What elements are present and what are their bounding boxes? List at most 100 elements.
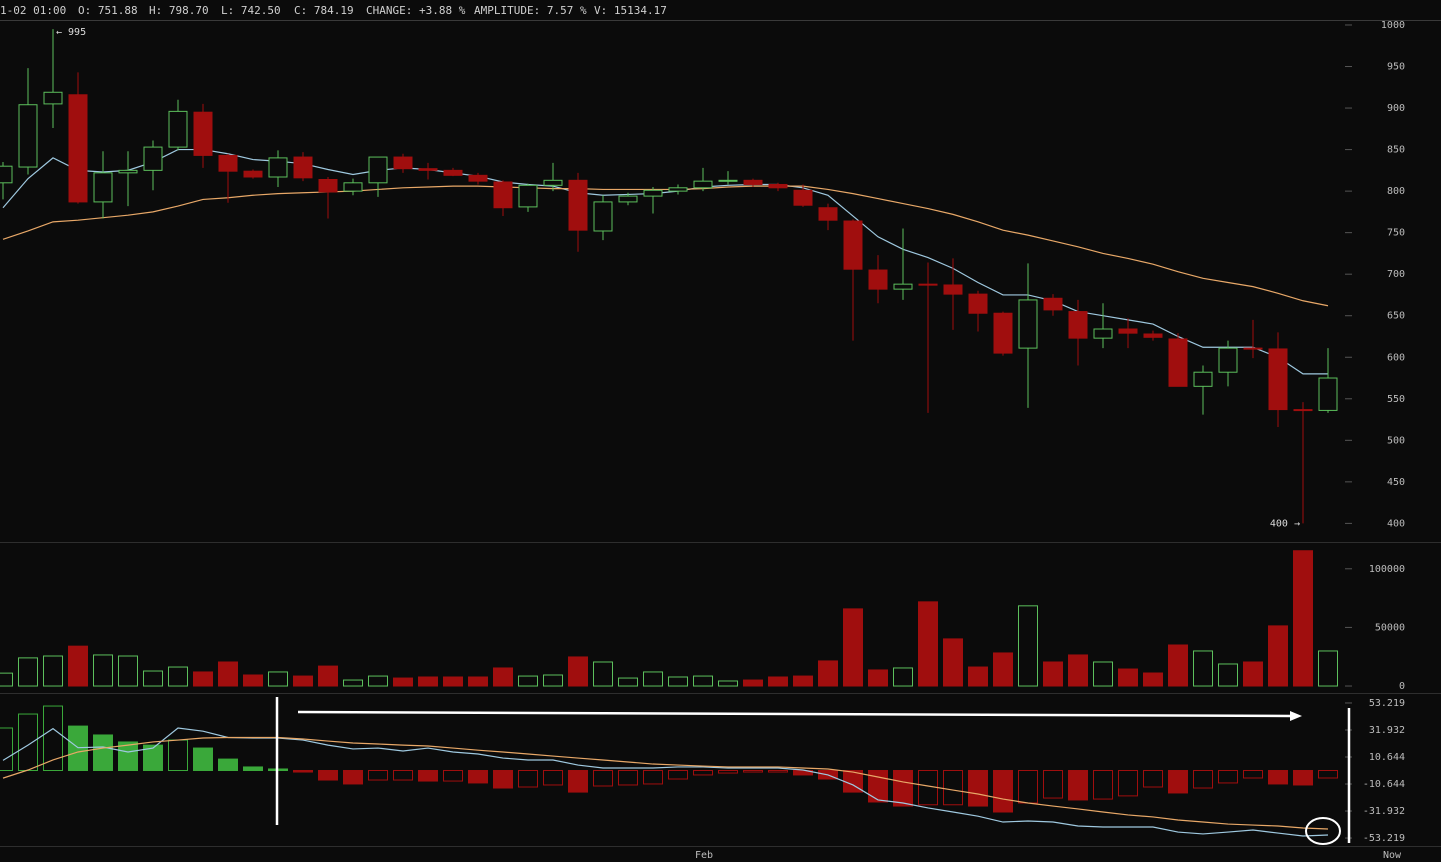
candle-body xyxy=(1193,371,1213,387)
volume-bar xyxy=(18,657,38,687)
macd-bar xyxy=(218,758,238,772)
macd-bar xyxy=(0,727,13,772)
macd-bar xyxy=(693,770,713,776)
volume-bar xyxy=(593,661,613,687)
volume-bar xyxy=(918,601,938,687)
volume-bar xyxy=(0,672,13,687)
candle-body xyxy=(318,178,338,193)
volume-bar xyxy=(368,675,388,687)
macd-bar xyxy=(243,766,263,772)
header-high: H: 798.70 xyxy=(149,4,209,17)
macd-bar xyxy=(1093,770,1113,800)
candle-body xyxy=(668,187,688,192)
candle-body xyxy=(43,91,63,105)
macd-bar xyxy=(743,770,763,773)
candle-body xyxy=(1218,347,1238,373)
macd-bar xyxy=(1018,770,1038,804)
macd-bar xyxy=(593,770,613,787)
candle-body xyxy=(1293,409,1313,412)
candle-body xyxy=(743,179,763,185)
macd-bar xyxy=(68,725,88,772)
candle-body xyxy=(443,169,463,176)
candle-body xyxy=(468,174,488,182)
y-tick-label: 550 xyxy=(1387,394,1405,405)
candle-body xyxy=(1118,328,1138,334)
y-tick-label: 53.219 xyxy=(1369,698,1405,709)
x-tick-label: Now xyxy=(1383,850,1402,861)
volume-bar xyxy=(743,679,763,687)
y-tick-label: 950 xyxy=(1387,62,1405,73)
candle-body xyxy=(793,189,813,206)
y-tick-label: 1000 xyxy=(1381,20,1405,31)
volume-bar xyxy=(1268,625,1288,687)
volume-bar xyxy=(393,677,413,687)
volume-bar xyxy=(843,608,863,687)
volume-bar xyxy=(68,645,88,687)
candle-body xyxy=(1243,347,1263,350)
macd-bar xyxy=(318,770,338,781)
candle-body xyxy=(693,180,713,189)
macd-bar xyxy=(1218,770,1238,784)
drawn-arrowhead xyxy=(1290,711,1302,721)
candle-body xyxy=(993,312,1013,354)
y-tick-label: 100000 xyxy=(1369,564,1405,575)
header-volume: V: 15134.17 xyxy=(594,4,667,17)
y-tick-label: 450 xyxy=(1387,477,1405,488)
macd-bar xyxy=(618,770,638,786)
macd-bar xyxy=(993,770,1013,813)
candle-body xyxy=(1068,311,1088,339)
macd-bar xyxy=(543,770,563,786)
y-tick-label: 700 xyxy=(1387,269,1405,280)
y-tick-label: 850 xyxy=(1387,145,1405,156)
volume-bar xyxy=(443,676,463,687)
candle-body xyxy=(218,154,238,172)
volume-bar xyxy=(418,676,438,687)
high-annotation: ← 995 xyxy=(56,27,86,38)
candle-body xyxy=(193,111,213,156)
macd-bar xyxy=(368,770,388,781)
macd-bar xyxy=(718,770,738,774)
macd-bar xyxy=(1043,770,1063,799)
volume-bar xyxy=(693,675,713,687)
candle-body xyxy=(568,179,588,231)
volume-bar xyxy=(318,665,338,687)
volume-bar xyxy=(1018,605,1038,687)
macd-bar xyxy=(643,770,663,785)
volume-bar xyxy=(1068,654,1088,687)
volume-bar xyxy=(268,671,288,687)
macd-bar xyxy=(1118,770,1138,797)
candle-body xyxy=(518,184,538,208)
macd-bar xyxy=(768,770,788,773)
volume-bar xyxy=(1318,650,1338,687)
candle-body xyxy=(718,179,738,182)
volume-bar xyxy=(1193,650,1213,687)
candle-body xyxy=(168,110,188,148)
volume-bar xyxy=(343,679,363,687)
y-tick-label: -53.219 xyxy=(1363,833,1405,844)
user-drawings xyxy=(275,697,1351,845)
y-tick-label: 31.932 xyxy=(1369,725,1405,736)
macd-bar xyxy=(1293,770,1313,786)
line xyxy=(2,736,1329,830)
y-tick-label: 600 xyxy=(1387,352,1405,363)
candle-body xyxy=(643,189,663,197)
candle-body xyxy=(893,283,913,290)
volume-bar xyxy=(518,675,538,687)
y-tick-label: 650 xyxy=(1387,311,1405,322)
macd-bar xyxy=(893,770,913,807)
y-tick-label: 750 xyxy=(1387,228,1405,239)
drawn-circle xyxy=(1305,817,1341,845)
header-low: L: 742.50 xyxy=(221,4,281,17)
volume-bar xyxy=(1043,661,1063,687)
macd-bar xyxy=(568,770,588,793)
volume-bar xyxy=(1093,661,1113,687)
volume-bar xyxy=(893,667,913,687)
volume-bar xyxy=(868,669,888,687)
volume-bar xyxy=(243,674,263,687)
candle-body xyxy=(393,156,413,170)
y-tick-label: 900 xyxy=(1387,103,1405,114)
y-tick-label: 400 xyxy=(1387,518,1405,529)
candle-body xyxy=(1043,297,1063,311)
candle-body xyxy=(0,165,13,184)
macd-bar xyxy=(393,770,413,781)
